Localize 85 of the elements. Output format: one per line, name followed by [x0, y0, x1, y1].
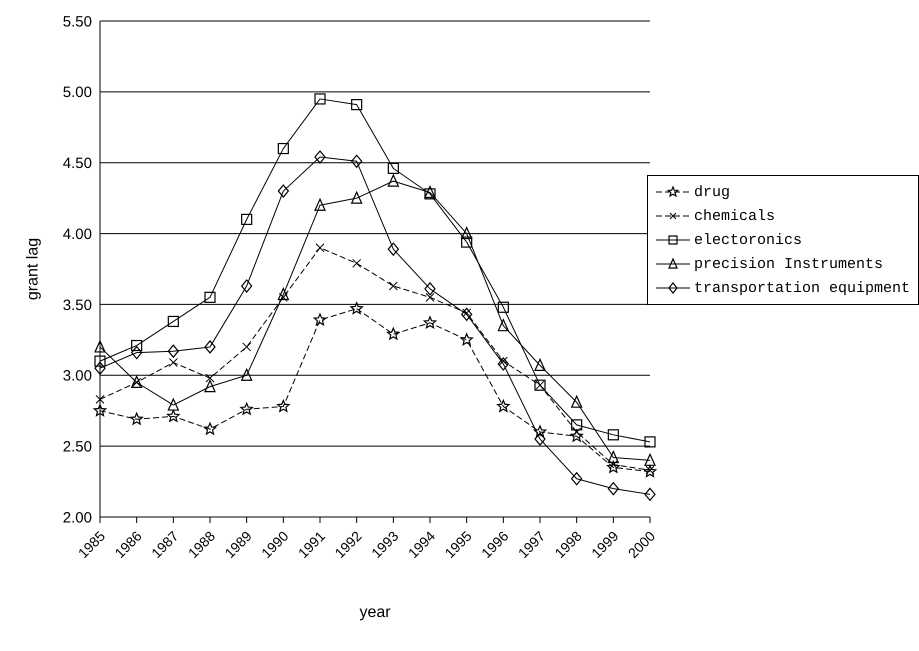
point	[498, 357, 509, 371]
y-axis-title: grant lag	[24, 238, 42, 300]
x-axis-title: year	[359, 604, 392, 621]
point	[644, 488, 656, 501]
y-tick-label: 5.50	[62, 13, 92, 30]
point	[388, 174, 399, 187]
point	[278, 288, 289, 300]
point	[571, 396, 582, 408]
point	[351, 99, 362, 110]
point	[316, 243, 324, 252]
point	[424, 316, 436, 328]
point	[131, 346, 142, 360]
point	[350, 302, 363, 314]
point	[204, 292, 216, 303]
point	[314, 150, 326, 164]
point	[241, 368, 252, 381]
point	[388, 162, 399, 174]
point	[498, 302, 509, 313]
point	[168, 316, 179, 328]
point	[278, 184, 289, 198]
point	[644, 465, 656, 478]
point	[460, 333, 473, 346]
point	[570, 430, 583, 442]
point	[241, 214, 252, 225]
y-tick-label: 5.00	[62, 84, 92, 102]
point	[644, 436, 656, 448]
point	[352, 258, 362, 268]
legend-label: precision Instruments	[694, 256, 883, 272]
y-tick-label: 4.00	[62, 226, 92, 243]
y-tick-label: 2.50	[62, 438, 92, 456]
point	[351, 192, 362, 204]
point	[351, 154, 362, 168]
point	[167, 410, 180, 422]
point	[242, 342, 252, 352]
point	[387, 328, 400, 340]
point	[608, 482, 619, 496]
point	[240, 402, 253, 415]
point	[130, 412, 143, 425]
point	[204, 380, 216, 392]
point	[314, 313, 326, 326]
point	[424, 282, 436, 296]
point	[461, 308, 472, 321]
point	[497, 400, 510, 412]
y-tick-label: 3.50	[62, 296, 92, 314]
point	[168, 398, 179, 411]
point	[94, 404, 106, 416]
point	[277, 400, 290, 412]
point	[644, 454, 656, 466]
point	[607, 460, 620, 473]
point	[461, 226, 472, 240]
point	[571, 419, 582, 430]
point	[96, 394, 104, 404]
point	[241, 279, 252, 293]
point	[388, 242, 399, 256]
point	[608, 450, 619, 464]
point	[534, 432, 546, 446]
legend-label: electoronics	[694, 232, 802, 248]
point	[131, 340, 142, 352]
point	[498, 319, 509, 332]
point	[424, 186, 436, 198]
point	[94, 356, 106, 367]
point	[424, 188, 436, 200]
point	[94, 362, 106, 375]
point	[388, 282, 398, 291]
point	[314, 93, 326, 105]
point	[168, 344, 179, 358]
point	[94, 340, 106, 353]
point	[534, 358, 546, 371]
point	[204, 340, 216, 354]
legend-label: chemicals	[694, 208, 775, 224]
point	[571, 472, 582, 486]
legend-label: transportation equipment	[694, 280, 910, 296]
point	[608, 429, 619, 440]
point	[204, 422, 216, 435]
point	[278, 142, 289, 154]
y-tick-label: 4.50	[62, 155, 92, 172]
point	[206, 374, 214, 383]
point	[168, 358, 178, 368]
point	[461, 236, 472, 248]
point	[314, 198, 326, 211]
y-tick-label: 3.00	[62, 368, 92, 385]
y-tick-label: 2.00	[62, 509, 92, 526]
point	[534, 425, 546, 438]
point	[426, 292, 434, 302]
legend-label: drug	[694, 184, 730, 200]
